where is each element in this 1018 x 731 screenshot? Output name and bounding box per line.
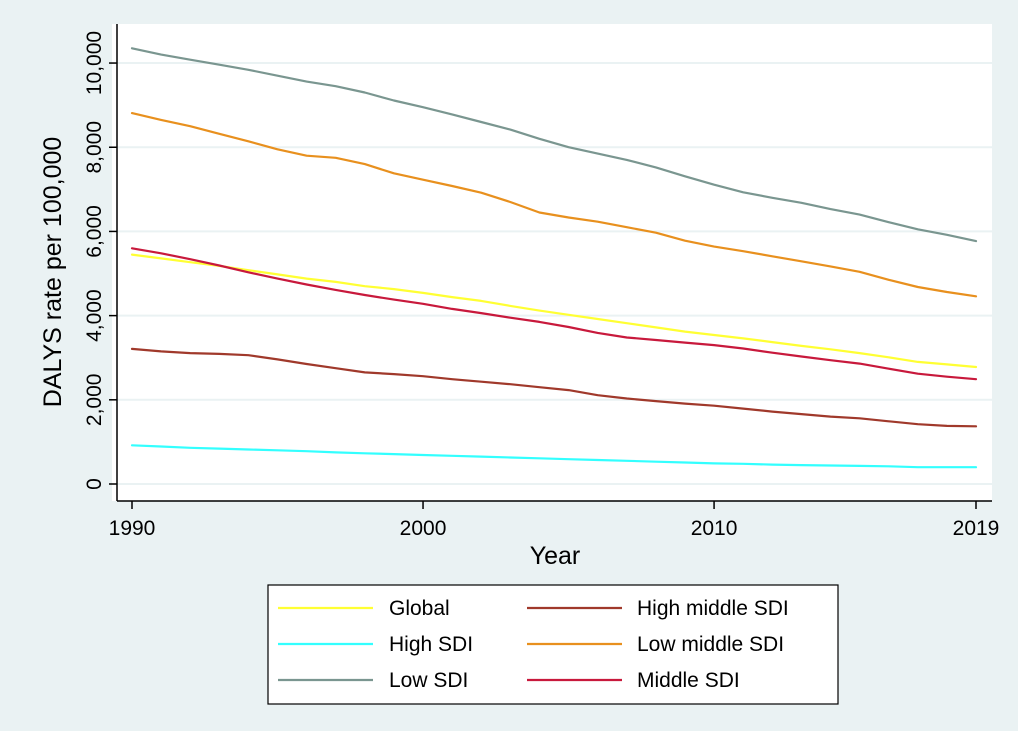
x-tick-label-3: 2019: [953, 517, 1000, 540]
legend-label-middle-sdi: Middle SDI: [637, 669, 740, 692]
y-tick-label-2: 4,000: [83, 289, 106, 342]
legend-label-global: Global: [389, 597, 450, 620]
x-tick-label-1: 2000: [400, 517, 447, 540]
y-tick-label-4: 8,000: [83, 121, 106, 174]
series-line-middle-sdi: [130, 247, 978, 381]
y-axis-title: DALYS rate per 100,000: [39, 137, 67, 408]
x-tick-label-0: 1990: [109, 517, 156, 540]
series-line-global: [130, 253, 978, 369]
y-tick-label-1: 2,000: [83, 374, 106, 427]
y-tick-label-0: 0: [83, 478, 106, 490]
series-line-low-middle-sdi: [130, 112, 978, 298]
x-axis-title: Year: [530, 542, 581, 570]
legend-label-high-sdi: High SDI: [389, 633, 473, 656]
axes: 0 2,000 4,000 6,000 8,000 10,000 1990 2000 2010 2…: [83, 24, 999, 540]
legend-label-high-middle-sdi: High middle SDI: [637, 597, 789, 620]
y-tick-label-3: 6,000: [83, 205, 106, 258]
series-lines: [130, 47, 978, 469]
series-line-low-sdi: [130, 47, 978, 243]
series-line-high-middle-sdi: [130, 347, 978, 428]
legend-label-low-sdi: Low SDI: [389, 669, 468, 692]
series-line-high-sdi: [130, 444, 978, 469]
x-tick-label-2: 2010: [691, 517, 738, 540]
legend-label-low-middle-sdi: Low middle SDI: [637, 633, 784, 656]
gridlines: [117, 62, 992, 485]
y-tick-label-5: 10,000: [83, 31, 106, 95]
legend: Global High middle SDI High SDI Low middle …: [267, 584, 839, 705]
plot-area: [112, 24, 992, 501]
